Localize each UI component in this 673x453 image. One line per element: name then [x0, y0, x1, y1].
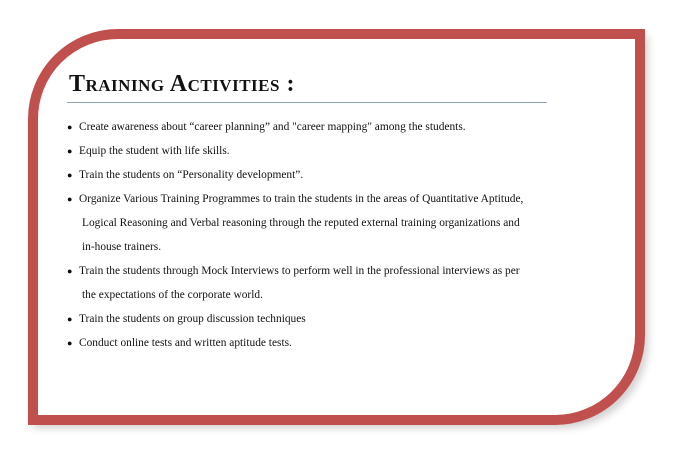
activities-list: ● Create awareness about “career plannin… — [67, 115, 587, 355]
list-item-text-continued: the expectations of the corporate world. — [82, 289, 263, 301]
list-item: ● Equip the student with life skills. — [67, 139, 587, 163]
list-item-text: Equip the student with life skills. — [79, 145, 230, 157]
list-item: ● Conduct online tests and written aptit… — [67, 331, 587, 355]
list-item: ● Train the students on “Personality dev… — [67, 163, 587, 187]
bullet-icon: ● — [67, 314, 73, 324]
bullet-icon: ● — [67, 338, 73, 348]
list-item-text: Train the students on group discussion t… — [79, 313, 306, 325]
list-item: ● Create awareness about “career plannin… — [67, 115, 587, 139]
list-item-text: Create awareness about “career planning”… — [79, 121, 466, 133]
list-item: ● Train the students on group discussion… — [67, 307, 587, 331]
rounded-frame — [28, 29, 645, 425]
content-area: Training Activities : ● Create awareness… — [67, 70, 587, 355]
bullet-icon: ● — [67, 170, 73, 180]
bullet-icon: ● — [67, 146, 73, 156]
list-item: ● Organize Various Training Programmes t… — [67, 187, 587, 259]
list-item-text-continued: Logical Reasoning and Verbal reasoning t… — [82, 217, 520, 229]
bullet-icon: ● — [67, 194, 73, 204]
list-item-text: Organize Various Training Programmes to … — [79, 193, 524, 205]
list-item: ● Train the students through Mock Interv… — [67, 259, 587, 307]
list-item-text: Conduct online tests and written aptitud… — [79, 337, 292, 349]
bullet-icon: ● — [67, 122, 73, 132]
bullet-icon: ● — [67, 266, 73, 276]
list-item-text: Train the students on “Personality devel… — [79, 169, 304, 181]
section-heading: Training Activities : — [69, 71, 295, 97]
heading-underline — [67, 102, 547, 103]
list-item-text: Train the students through Mock Intervie… — [79, 265, 520, 277]
list-item-text-continued: in-house trainers. — [82, 241, 162, 253]
